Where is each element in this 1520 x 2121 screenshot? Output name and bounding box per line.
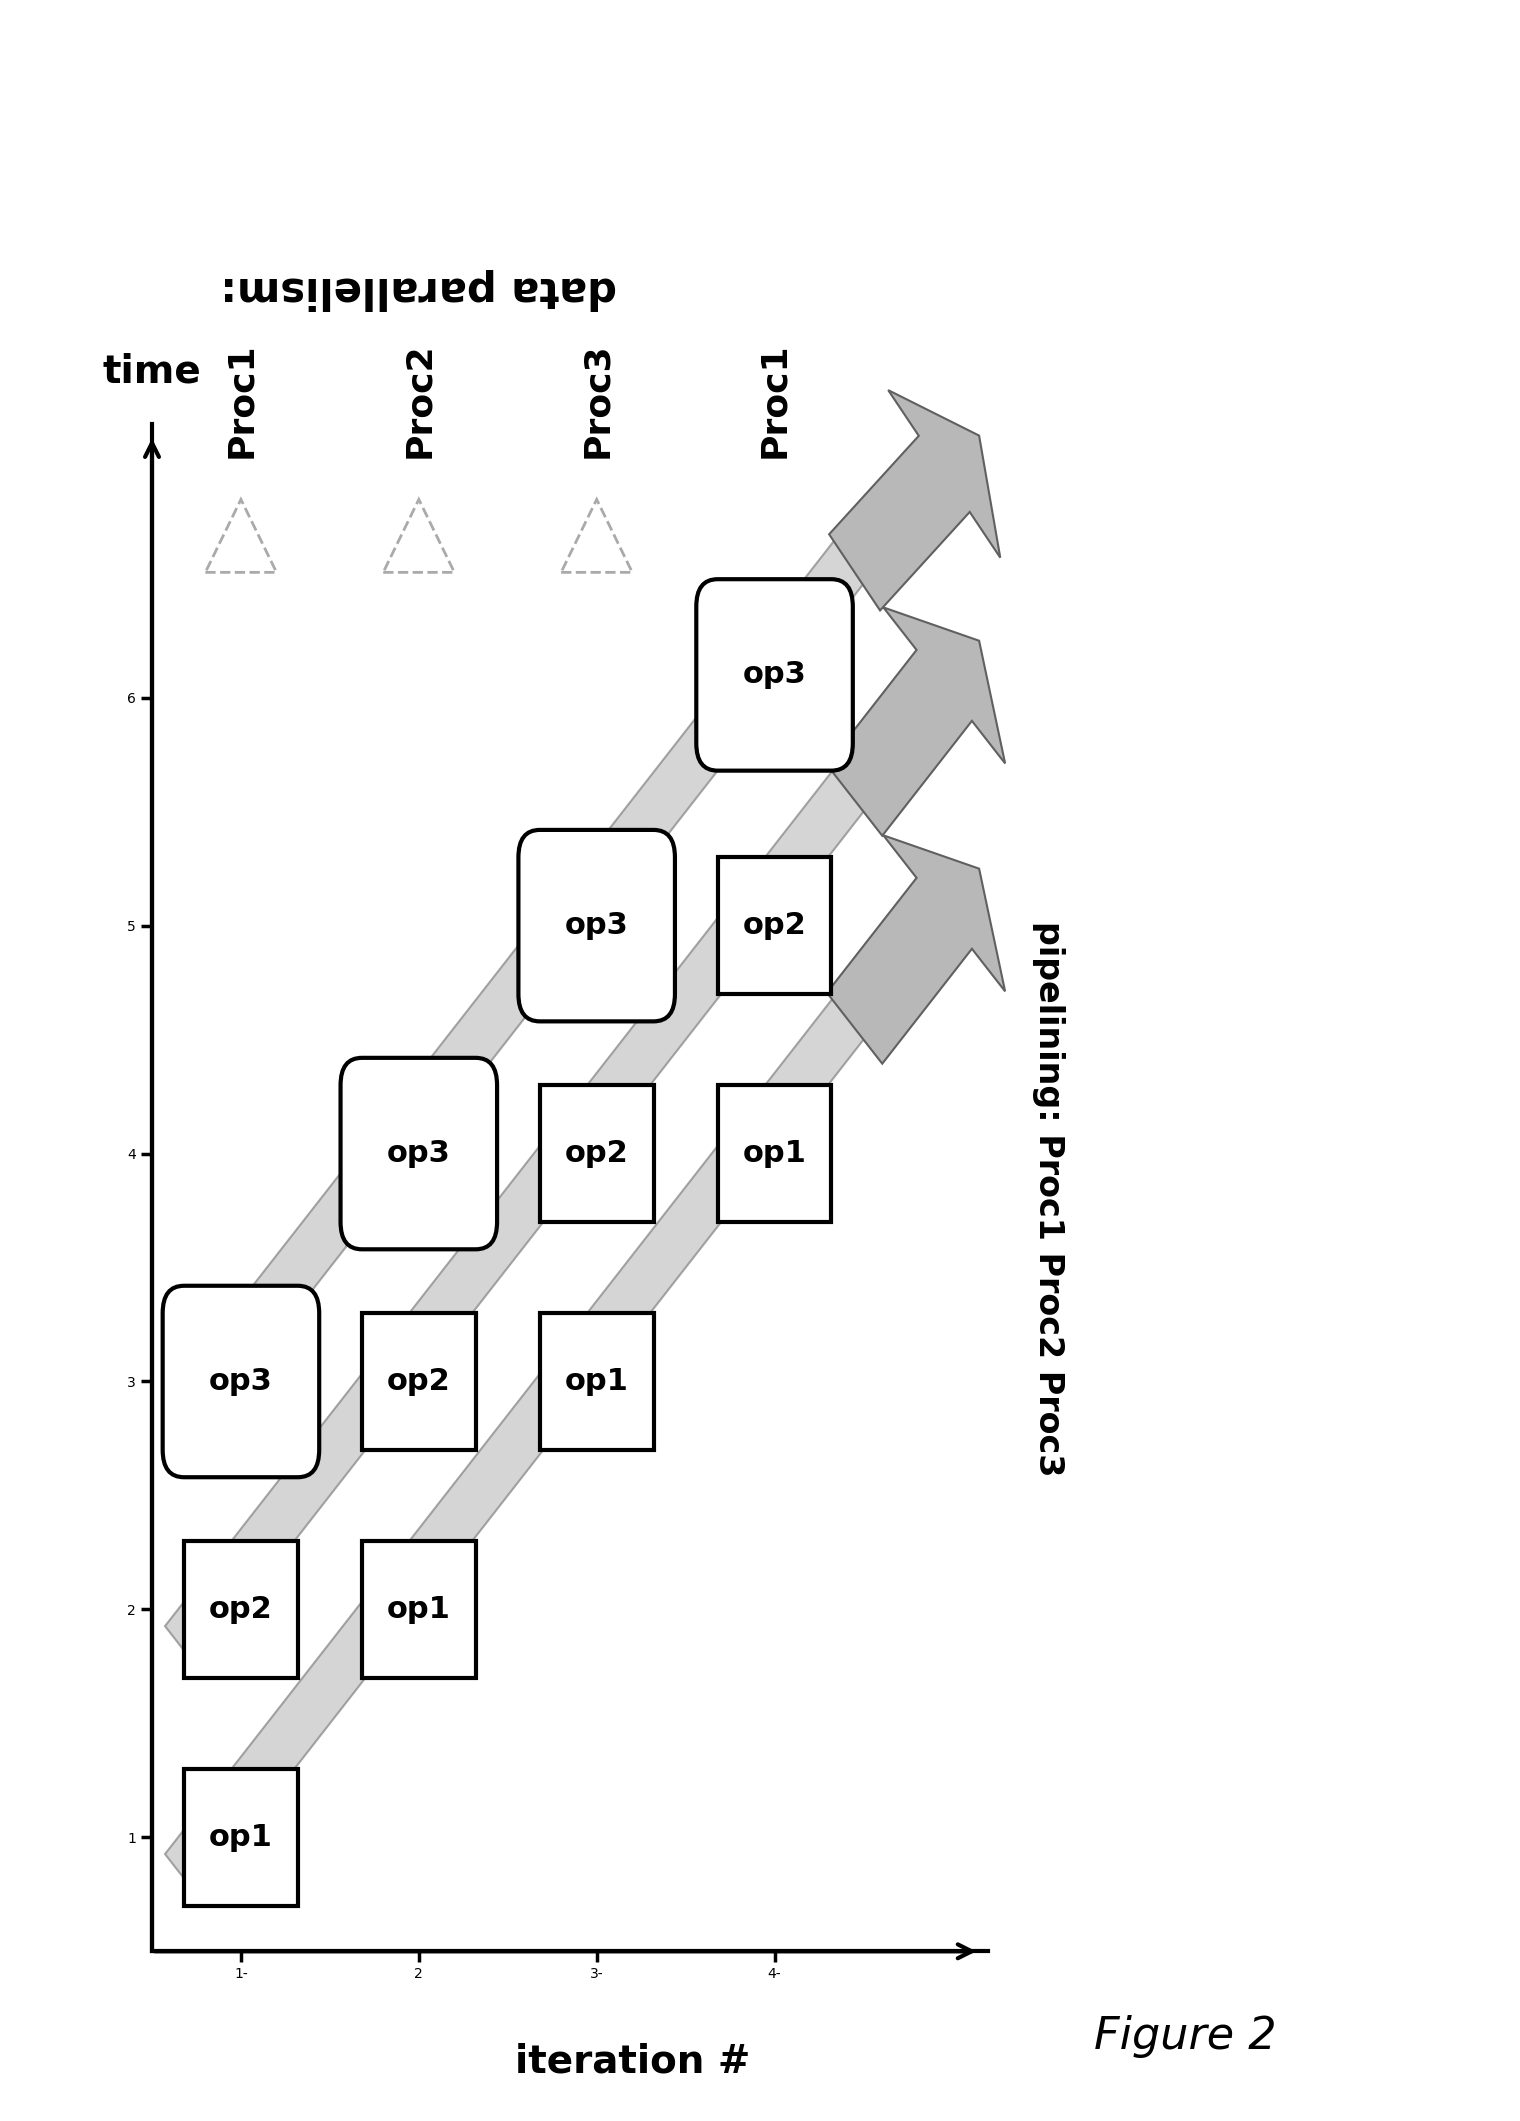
- Text: op2: op2: [210, 1595, 272, 1625]
- Text: op1: op1: [743, 1139, 807, 1169]
- FancyBboxPatch shape: [518, 829, 675, 1022]
- FancyBboxPatch shape: [717, 1086, 831, 1222]
- FancyBboxPatch shape: [184, 1769, 298, 1907]
- Text: Proc2: Proc2: [401, 344, 436, 458]
- FancyBboxPatch shape: [362, 1313, 476, 1451]
- Polygon shape: [827, 607, 1005, 836]
- Text: op3: op3: [743, 660, 807, 689]
- Text: op1: op1: [565, 1368, 629, 1396]
- Text: op3: op3: [210, 1368, 272, 1396]
- FancyBboxPatch shape: [696, 579, 853, 770]
- Polygon shape: [166, 725, 898, 1667]
- FancyBboxPatch shape: [540, 1086, 654, 1222]
- Text: op2: op2: [743, 912, 807, 940]
- Text: iteration #: iteration #: [515, 2043, 749, 2081]
- FancyBboxPatch shape: [163, 1285, 319, 1476]
- Text: Proc3: Proc3: [579, 344, 614, 458]
- Text: op2: op2: [565, 1139, 629, 1169]
- Text: data parallelism:: data parallelism:: [220, 267, 617, 310]
- Text: Figure 2: Figure 2: [1094, 2015, 1277, 2057]
- Text: op1: op1: [388, 1595, 451, 1625]
- Text: op3: op3: [388, 1139, 451, 1169]
- Text: Proc1: Proc1: [223, 344, 258, 458]
- Polygon shape: [828, 390, 1000, 611]
- Text: op2: op2: [388, 1368, 451, 1396]
- FancyBboxPatch shape: [540, 1313, 654, 1451]
- Polygon shape: [827, 836, 1005, 1063]
- FancyBboxPatch shape: [340, 1058, 497, 1249]
- Text: op3: op3: [565, 912, 629, 940]
- FancyBboxPatch shape: [184, 1542, 298, 1678]
- Polygon shape: [166, 954, 898, 1894]
- FancyBboxPatch shape: [717, 857, 831, 995]
- Text: Proc1: Proc1: [757, 344, 792, 458]
- Polygon shape: [166, 498, 898, 1438]
- FancyBboxPatch shape: [362, 1542, 476, 1678]
- Text: pipelining: Proc1 Proc2 Proc3: pipelining: Proc1 Proc2 Proc3: [1032, 921, 1066, 1476]
- Text: time: time: [103, 352, 201, 390]
- Text: op1: op1: [208, 1822, 274, 1852]
